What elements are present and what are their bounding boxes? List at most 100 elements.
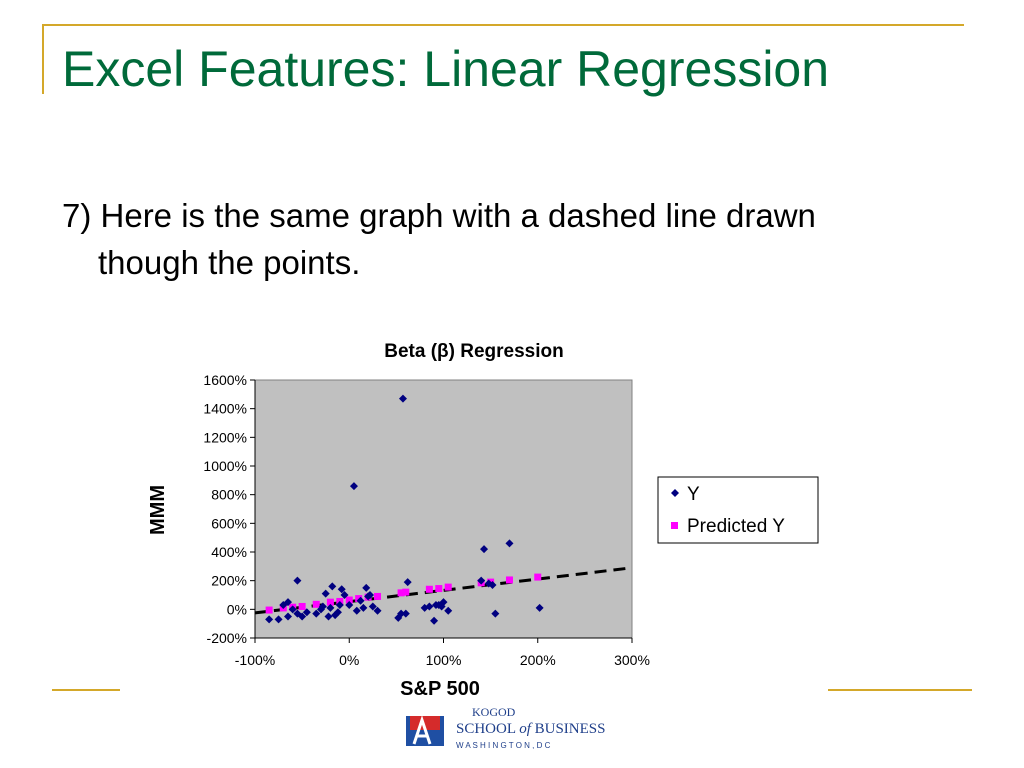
y-point bbox=[488, 580, 497, 589]
predicted-y-point bbox=[397, 589, 405, 597]
y-point bbox=[359, 603, 368, 612]
plot-area bbox=[254, 379, 633, 639]
logo-line-2: SCHOOL of BUSINESS bbox=[456, 721, 605, 737]
y-point bbox=[349, 482, 358, 491]
predicted-y-point bbox=[345, 596, 353, 604]
slide-body-text: 7) Here is the same graph with a dashed … bbox=[62, 197, 816, 281]
axes: -200% 0% 200% 400% 600% 800% 1000% 1200% 1400% 16… bbox=[203, 372, 650, 668]
y-point bbox=[337, 585, 346, 594]
y-tick-label: 1200% bbox=[203, 429, 247, 445]
logo-line-3: W A S H I N G T O N , D C bbox=[456, 741, 551, 750]
y-point bbox=[403, 578, 412, 587]
logo-emblem-red bbox=[410, 716, 440, 730]
predicted-y-point bbox=[265, 606, 273, 614]
x-axis-label: S&P 500 bbox=[400, 678, 480, 700]
y-point bbox=[373, 606, 382, 615]
logo-line-2b: of bbox=[519, 721, 533, 737]
y-point bbox=[425, 602, 434, 611]
x-tick-label: -100% bbox=[235, 652, 275, 668]
y-tick-label: 1400% bbox=[203, 401, 247, 417]
y-point bbox=[321, 589, 330, 598]
y-tick-label: 1600% bbox=[203, 372, 247, 388]
y-point bbox=[439, 598, 448, 607]
predicted-y-point bbox=[374, 592, 382, 600]
chart-svg: Beta (β) Regression -200% 0% 200% 400% 600% 8… bbox=[120, 315, 828, 712]
y-point bbox=[326, 603, 335, 612]
chart-container: Beta (β) Regression -200% 0% 200% 400% 600% 8… bbox=[120, 315, 828, 712]
predicted-y-point bbox=[435, 585, 443, 593]
y-point bbox=[356, 596, 365, 605]
y-point bbox=[444, 606, 453, 615]
y-point bbox=[505, 539, 514, 548]
legend-label-y: Y bbox=[687, 484, 700, 505]
logo-emblem-letters bbox=[412, 715, 432, 745]
chart-legend: Y Predicted Y bbox=[657, 476, 819, 544]
y-point bbox=[335, 601, 344, 610]
predicted-y-point bbox=[402, 588, 410, 596]
predicted-y-point bbox=[326, 598, 334, 606]
y-point bbox=[477, 576, 486, 585]
kogod-logo: KOGOD SCHOOL of BUSINESS W A S H I N G T… bbox=[406, 705, 606, 752]
y-point bbox=[274, 615, 283, 624]
y-point bbox=[333, 608, 342, 617]
y-point bbox=[362, 583, 371, 592]
y-point bbox=[265, 615, 274, 624]
y-point bbox=[397, 609, 406, 618]
predicted-y-point bbox=[444, 583, 452, 591]
predicted-y-point bbox=[534, 573, 542, 581]
y-tick-label: 200% bbox=[211, 573, 247, 589]
y-point bbox=[298, 612, 307, 621]
y-point bbox=[480, 545, 489, 554]
chart-title: Beta (β) Regression bbox=[384, 341, 563, 362]
y-point bbox=[312, 609, 321, 618]
y-point bbox=[283, 612, 292, 621]
legend-label-predicted: Predicted Y bbox=[687, 516, 785, 537]
y-point bbox=[368, 602, 377, 611]
y-point bbox=[345, 601, 354, 610]
points-layer bbox=[265, 394, 544, 625]
y-axis-label: MMM bbox=[147, 485, 169, 535]
slide-title: Excel Features: Linear Regression bbox=[62, 41, 830, 97]
y-tick-label: 1000% bbox=[203, 458, 247, 474]
y-point bbox=[352, 606, 361, 615]
x-tick-label: 300% bbox=[614, 652, 650, 668]
y-point bbox=[491, 609, 500, 618]
y-point bbox=[398, 394, 407, 403]
y-tick-label: 600% bbox=[211, 515, 247, 531]
y-point bbox=[430, 616, 439, 625]
bottom-rule-right bbox=[828, 689, 972, 691]
logo-graphic: KOGOD SCHOOL of BUSINESS W A S H I N G T… bbox=[406, 705, 605, 750]
y-point bbox=[318, 602, 327, 611]
y-tick-label: 400% bbox=[211, 544, 247, 560]
y-tick-label: 0% bbox=[227, 601, 247, 617]
y-point bbox=[340, 591, 349, 599]
legend-marker-predicted bbox=[671, 522, 678, 529]
y-point bbox=[535, 603, 544, 612]
y-point bbox=[293, 576, 302, 585]
y-point bbox=[283, 598, 292, 607]
x-tick-label: 100% bbox=[426, 652, 462, 668]
y-point bbox=[288, 605, 297, 614]
y-tick-label: -200% bbox=[207, 630, 247, 646]
y-point bbox=[328, 582, 337, 591]
frame-left-rule bbox=[42, 24, 44, 94]
y-point bbox=[324, 612, 333, 621]
x-tick-label: 0% bbox=[339, 652, 359, 668]
frame-top-rule bbox=[42, 24, 964, 26]
x-tick-label: 200% bbox=[520, 652, 556, 668]
y-point bbox=[302, 608, 311, 617]
predicted-y-point bbox=[355, 595, 363, 603]
bottom-rule-left bbox=[52, 689, 122, 691]
y-point bbox=[331, 611, 340, 620]
logo-line-2c: BUSINESS bbox=[531, 721, 606, 737]
y-point bbox=[365, 591, 374, 599]
legend-marker-y bbox=[671, 489, 679, 497]
predicted-y-point bbox=[298, 602, 306, 610]
predicted-y-point bbox=[312, 600, 320, 608]
predicted-y-point bbox=[425, 585, 433, 593]
legend-box bbox=[657, 476, 819, 544]
y-tick-label: 800% bbox=[211, 487, 247, 503]
predicted-y-point bbox=[505, 576, 513, 584]
y-point bbox=[401, 609, 410, 618]
logo-line-2a: SCHOOL bbox=[456, 721, 519, 737]
